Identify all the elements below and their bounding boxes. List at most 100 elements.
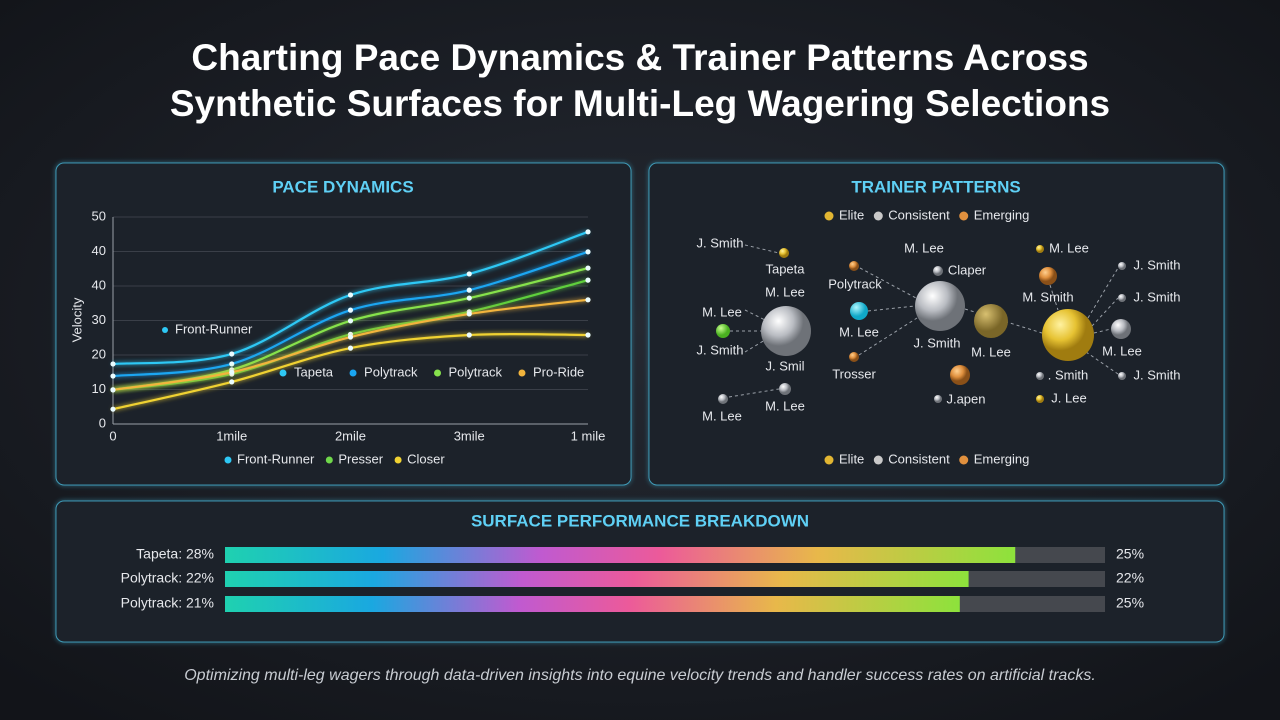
node-label: Polytrack: [828, 276, 882, 291]
node-label: J.apen: [946, 391, 985, 406]
node-label: M. Lee: [1049, 240, 1089, 255]
right-label: 25%: [1116, 546, 1144, 562]
point: [110, 373, 116, 379]
bubble: [1118, 372, 1126, 380]
panel-title: TRAINER PATTERNS: [851, 177, 1020, 196]
y-axis-label: Velocity: [69, 297, 84, 342]
legend-label: Presser: [338, 451, 383, 466]
legend-marker: [434, 369, 442, 377]
connector: [1087, 267, 1119, 319]
connector: [867, 305, 916, 312]
bubble: [934, 395, 942, 403]
y-tick-label: 30: [92, 312, 106, 327]
x-tick-label: 1 mile: [571, 428, 606, 443]
node-label: M. Smith: [1022, 289, 1073, 304]
point: [585, 265, 591, 271]
point: [466, 287, 472, 293]
point: [466, 311, 472, 317]
legend-label: Tapeta: [294, 364, 334, 379]
node-label: J. Smith: [1134, 367, 1181, 382]
bubble: [974, 304, 1008, 338]
point: [585, 332, 591, 338]
point: [347, 334, 354, 340]
bubble: [950, 365, 970, 385]
category-label: Polytrack: 22%: [121, 570, 214, 586]
bubble: [933, 266, 943, 276]
y-tick-label: 0: [99, 415, 106, 430]
node-label: M. Lee: [904, 240, 944, 255]
legend-label: Pro-Ride: [533, 364, 584, 379]
legend-marker: [325, 456, 333, 464]
bubble: [1039, 267, 1057, 285]
node-label: M. Lee: [1102, 343, 1142, 358]
bar: [225, 596, 960, 612]
bar: [225, 571, 969, 587]
panel-title: PACE DYNAMICS: [272, 177, 413, 196]
point: [466, 271, 472, 277]
page-title: Synthetic Surfaces for Multi-Leg Wagerin…: [170, 83, 1110, 124]
point: [229, 361, 235, 367]
legend-label: Emerging: [974, 451, 1030, 466]
point: [347, 292, 354, 298]
footer: Optimizing multi-leg wagers through data…: [184, 667, 1096, 684]
bubble: [1036, 395, 1044, 403]
legend-marker: [349, 369, 357, 377]
connector: [728, 388, 780, 398]
page-title: Charting Pace Dynamics & Trainer Pattern…: [191, 37, 1088, 78]
legend-marker: [279, 369, 287, 377]
connector: [744, 309, 766, 321]
bubble: [849, 261, 859, 271]
connector: [744, 339, 766, 353]
legend-label: Elite: [839, 451, 864, 466]
legend-label: Polytrack: [364, 364, 418, 379]
point: [347, 345, 354, 351]
point: [229, 369, 235, 375]
connector: [1091, 297, 1119, 327]
node-label: J. Smith: [1134, 289, 1181, 304]
node-label: J. Smil: [766, 358, 805, 373]
legend-label: Polytrack: [449, 364, 503, 379]
node-label: M. Lee: [765, 398, 805, 413]
legend-label: Elite: [839, 207, 864, 222]
y-tick-label: 40: [92, 277, 106, 292]
x-tick-label: 2mile: [335, 428, 366, 443]
bubble: [850, 302, 868, 320]
bar: [225, 547, 1016, 563]
bubble: [1111, 319, 1131, 339]
legend-label: Emerging: [974, 207, 1030, 222]
node-label: J. Smith: [914, 335, 961, 350]
connector: [859, 267, 917, 299]
node-label: J. Smith: [697, 235, 744, 250]
bubble: [1036, 245, 1044, 253]
annotation-dot: [162, 327, 168, 333]
connector: [1093, 328, 1112, 334]
bubble: [1118, 262, 1126, 270]
connector: [1085, 351, 1119, 375]
point: [347, 318, 354, 324]
y-tick-label: 40: [92, 243, 106, 258]
bubble: [761, 306, 811, 356]
x-tick-label: 1mile: [216, 428, 247, 443]
node-label: J. Smith: [1134, 257, 1181, 272]
bubble: [1036, 372, 1044, 380]
point: [466, 295, 472, 301]
node-label: Claper: [948, 262, 987, 277]
point: [585, 229, 591, 235]
legend-marker: [873, 455, 883, 465]
legend-marker: [959, 211, 969, 221]
node-label: J. Smith: [697, 342, 744, 357]
point: [466, 332, 472, 338]
annotation: Front-Runner: [175, 321, 253, 336]
category-label: Polytrack: 21%: [121, 595, 214, 611]
x-tick-label: 3mile: [454, 428, 485, 443]
legend-label: Closer: [407, 451, 445, 466]
point: [110, 361, 116, 367]
legend-marker: [394, 456, 402, 464]
y-tick-label: 20: [92, 346, 106, 361]
point: [229, 379, 235, 385]
point: [585, 277, 591, 283]
node-label: M. Lee: [839, 324, 879, 339]
node-label: M. Lee: [765, 284, 805, 299]
legend-label: Consistent: [888, 207, 950, 222]
bubble: [779, 248, 789, 258]
